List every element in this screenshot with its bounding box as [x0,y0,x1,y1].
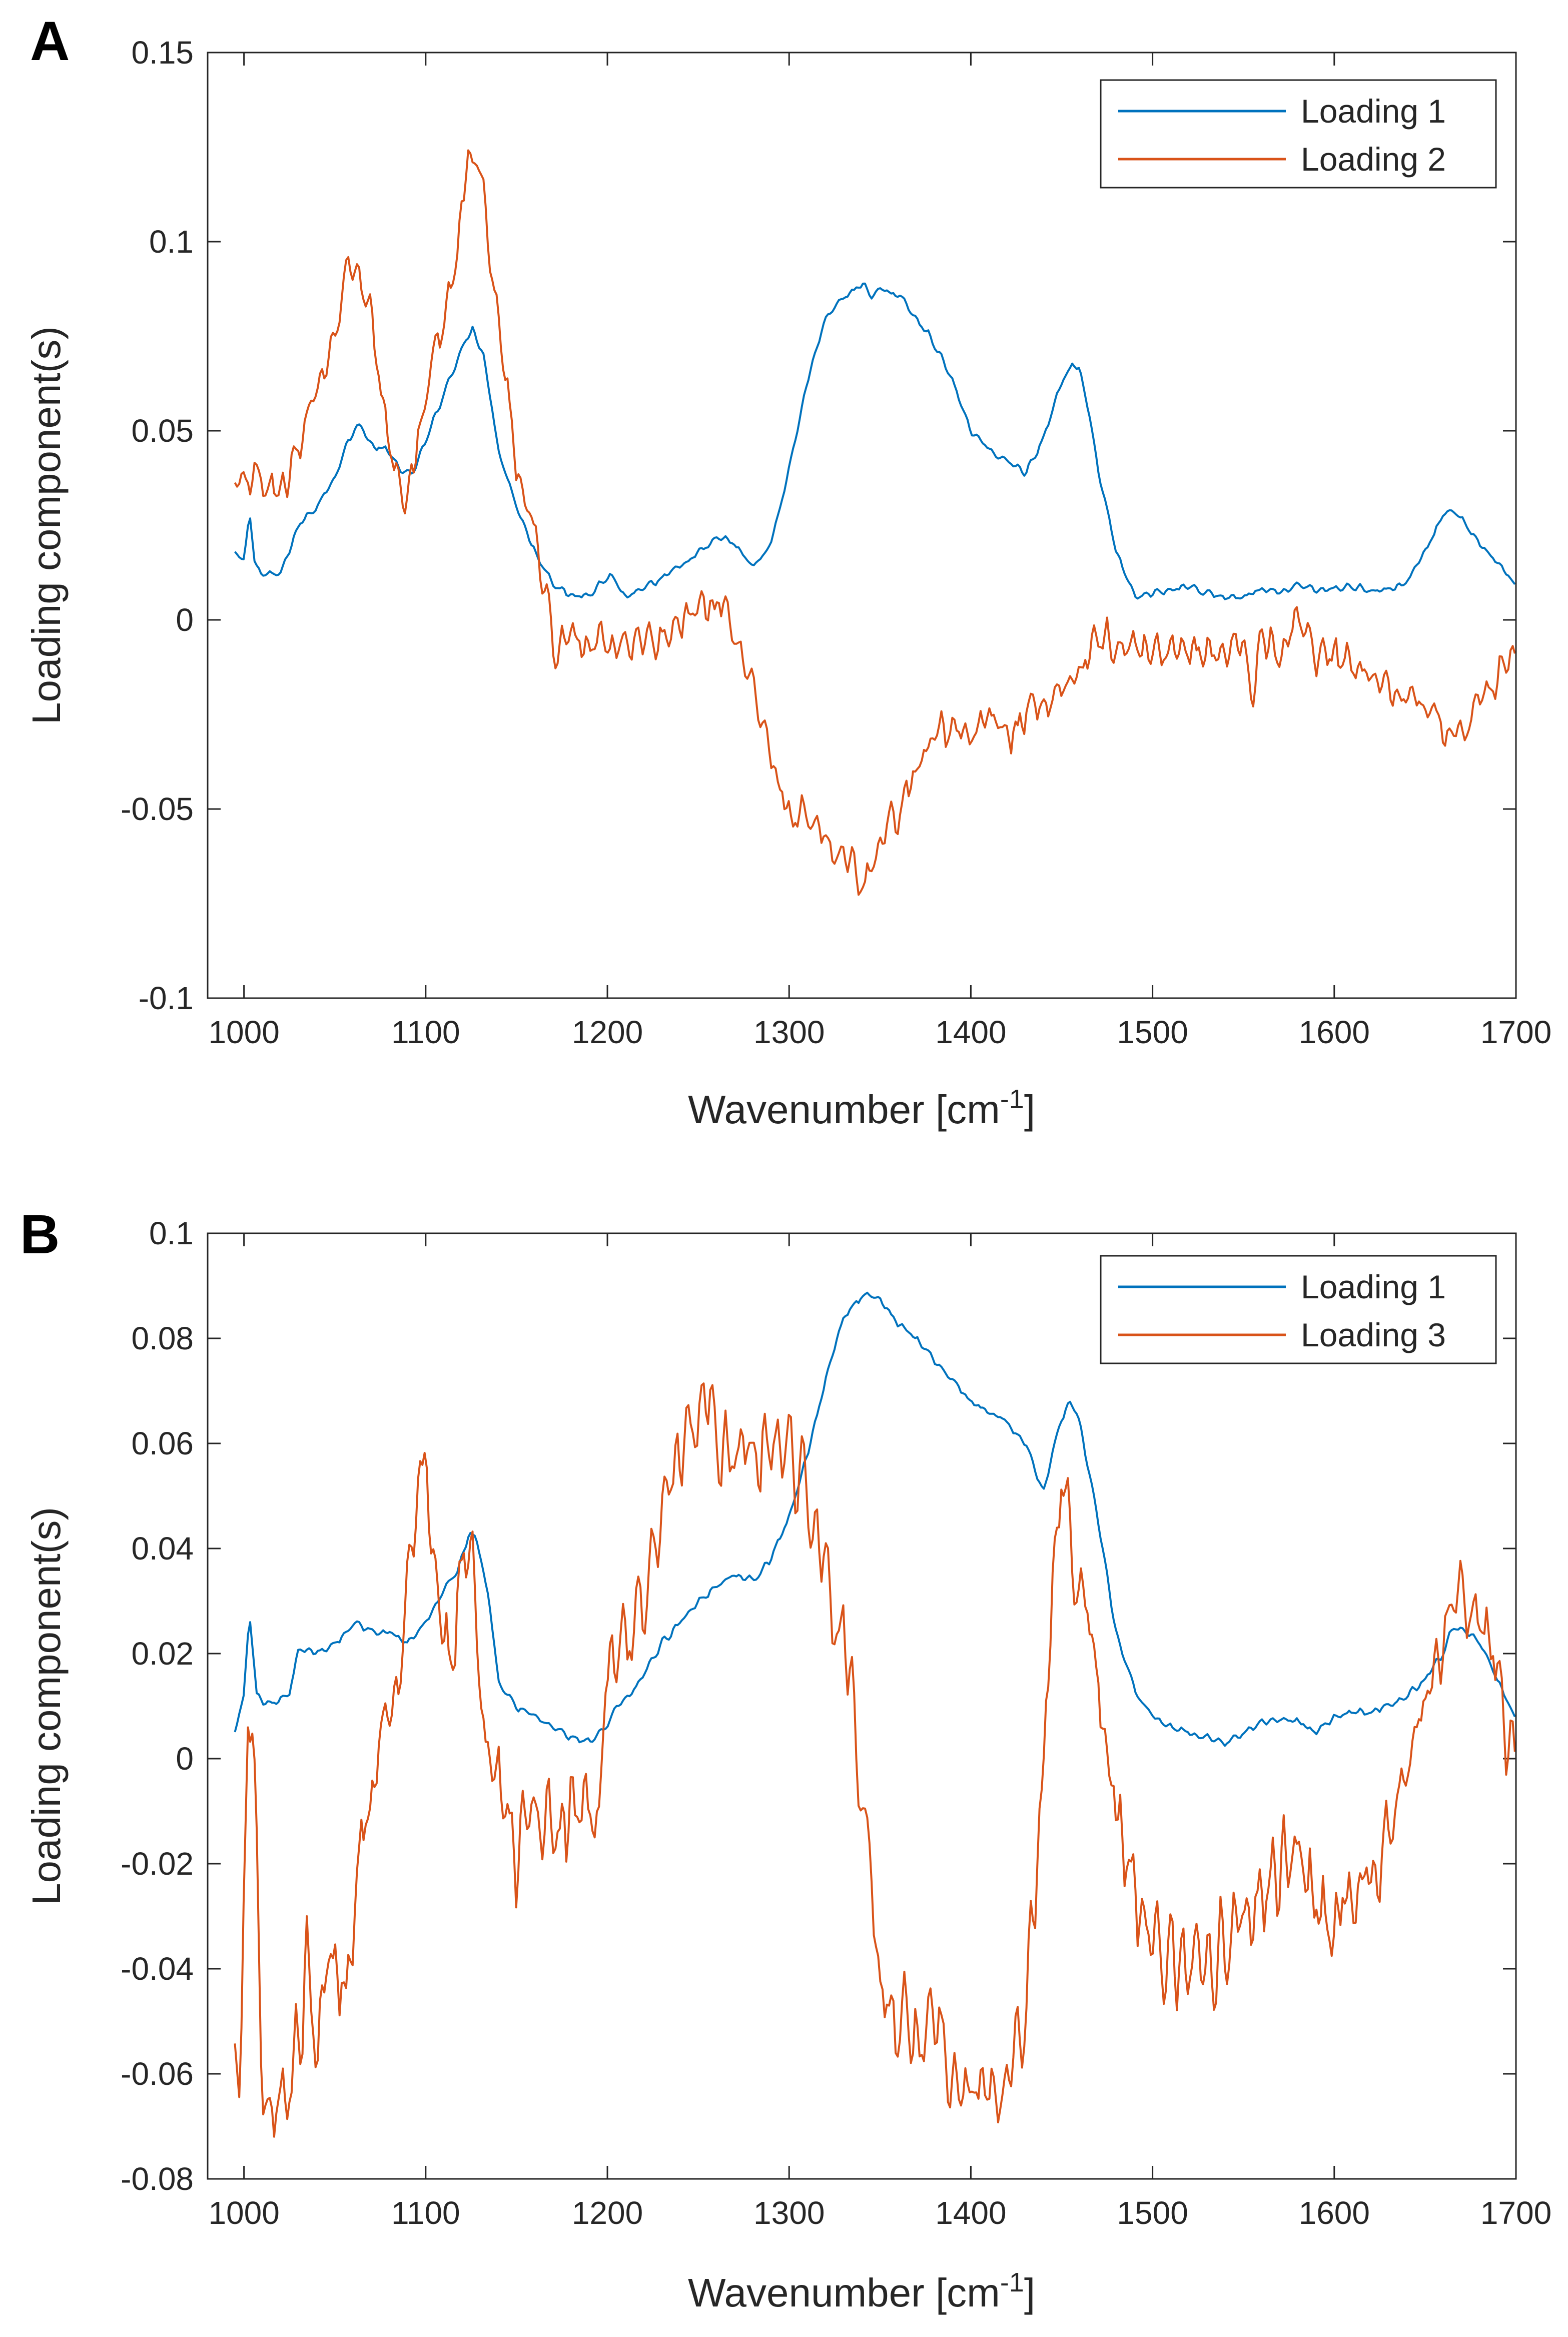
panel-b-y-tick-label: -0.04 [121,1951,194,1987]
panel-b-y-axis-label: Loading component(s) [24,1507,69,1905]
panel-b-x-tick-label: 1300 [753,2195,825,2231]
panel-a-x-tick-label: 1200 [572,1014,643,1050]
panel-b-y-tick-label: 0.1 [149,1215,194,1251]
panel-a-x-tick-label: 1500 [1117,1014,1188,1050]
panel-a-series-loading-2 [234,149,1516,896]
panel-a-series-loading-1 [234,282,1516,600]
panel-b-x-axis-label: Wavenumber [cm-1] [688,2267,1035,2315]
panel-b: B 1000 1100 1200 1300 1400 1500 1600 1700 -0.08 -… [20,1204,1551,2315]
panel-b-y-tick-label: 0.06 [131,1425,194,1461]
panel-a-legend-box [1100,79,1497,189]
panel-a-y-tick-label: 0.1 [149,224,194,260]
panel-b-series-loading-1 [234,1291,1516,1747]
panel-b-legend-label-1: Loading 1 [1301,1268,1446,1305]
panel-a-y-tick-label: 0 [176,602,194,638]
panel-b-y-tick-label: -0.02 [121,1846,194,1882]
panel-a-y-tick-label: -0.05 [121,791,194,827]
panel-b-y-tick-label: 0.08 [131,1320,194,1356]
panel-a-x-tick-label: 1400 [935,1014,1006,1050]
panel-a-y-tick-label: 0.05 [131,413,194,449]
panel-b-axes-box [207,1232,1517,2180]
panel-b-plot-area [208,1233,1516,2179]
panel-a-axes-box [207,52,1517,999]
panel-b-ticks: 1000 1100 1200 1300 1400 1500 1600 1700 -0.08 -0.… [121,1215,1551,2231]
panel-b-series-loading-3 [234,1382,1516,2138]
panel-b-legend-label-2: Loading 3 [1301,1316,1446,1353]
panel-b-letter: B [20,1204,60,1265]
panel-b-y-tick-label: 0.02 [131,1636,194,1672]
panel-b-x-tick-label: 1700 [1480,2195,1551,2231]
panel-a-ticks: 1000 1100 1200 1300 1400 1500 1600 1700 -0.1 -0.0… [121,35,1551,1050]
panel-b-y-tick-label: 0.04 [131,1530,194,1567]
panel-a-y-axis-label: Loading component(s) [24,326,69,724]
panel-a-legend-label-1: Loading 1 [1301,93,1446,130]
panel-b-legend-box [1100,1255,1497,1364]
panel-a-legend-label-2: Loading 2 [1301,141,1446,178]
panel-b-x-tick-label: 1000 [208,2195,279,2231]
panel-b-y-tick-label: -0.06 [121,2056,194,2092]
panel-a-plot-area [208,53,1516,998]
panel-a-x-tick-label: 1300 [753,1014,825,1050]
panel-a-y-tick-label: -0.1 [139,980,194,1016]
panel-a-series [234,149,1516,896]
panel-b-x-tick-label: 1100 [391,2195,460,2231]
panel-b-x-tick-label: 1600 [1299,2195,1370,2231]
panel-a-legend: Loading 1 Loading 2 [1100,79,1497,189]
panel-b-x-tick-label: 1500 [1117,2195,1188,2231]
panel-a: A 1000 1100 1200 1300 1400 1500 1600 1700 -0.1 -0… [24,11,1551,1132]
panel-a-y-tick-label: 0.15 [131,35,194,71]
panel-a-x-tick-label: 1600 [1299,1014,1370,1050]
panel-b-y-tick-label: 0 [176,1741,194,1777]
panel-a-letter: A [30,11,70,72]
panel-a-x-tick-label: 1700 [1480,1014,1551,1050]
panel-b-y-tick-label: -0.08 [121,2161,194,2197]
panel-b-x-tick-label: 1400 [935,2195,1006,2231]
panel-b-x-tick-label: 1200 [572,2195,643,2231]
panel-b-series [234,1291,1516,2138]
panel-a-x-tick-label: 1100 [391,1014,460,1050]
panel-b-legend: Loading 1 Loading 3 [1100,1255,1497,1364]
panel-a-x-tick-label: 1000 [208,1014,279,1050]
panel-a-x-axis-label: Wavenumber [cm-1] [688,1084,1035,1132]
